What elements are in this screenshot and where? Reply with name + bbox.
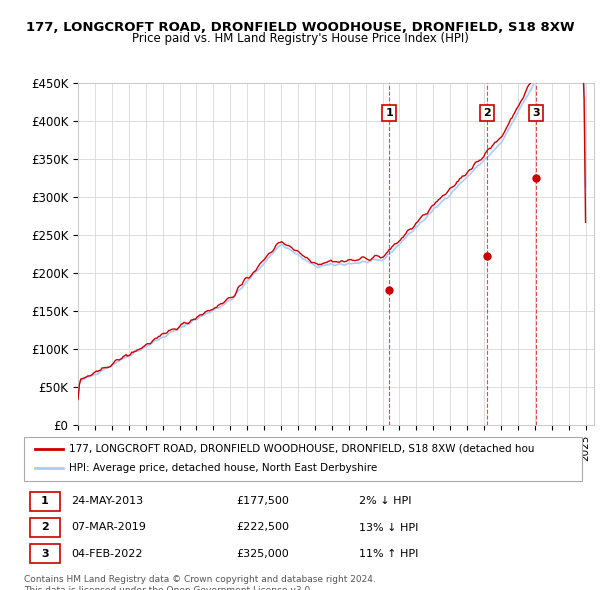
FancyBboxPatch shape — [29, 518, 60, 537]
Text: 04-FEB-2022: 04-FEB-2022 — [71, 549, 143, 559]
Text: 13% ↓ HPI: 13% ↓ HPI — [359, 523, 418, 533]
Text: Price paid vs. HM Land Registry's House Price Index (HPI): Price paid vs. HM Land Registry's House … — [131, 32, 469, 45]
FancyBboxPatch shape — [24, 437, 582, 481]
FancyBboxPatch shape — [29, 491, 60, 511]
Text: £177,500: £177,500 — [236, 496, 289, 506]
FancyBboxPatch shape — [29, 544, 60, 563]
Text: 2% ↓ HPI: 2% ↓ HPI — [359, 496, 412, 506]
Text: 07-MAR-2019: 07-MAR-2019 — [71, 523, 146, 533]
Text: HPI: Average price, detached house, North East Derbyshire: HPI: Average price, detached house, Nort… — [68, 464, 377, 473]
Text: £325,000: £325,000 — [236, 549, 289, 559]
Text: 24-MAY-2013: 24-MAY-2013 — [71, 496, 143, 506]
Text: 3: 3 — [532, 108, 540, 118]
Text: £222,500: £222,500 — [236, 523, 289, 533]
Text: 177, LONGCROFT ROAD, DRONFIELD WOODHOUSE, DRONFIELD, S18 8XW: 177, LONGCROFT ROAD, DRONFIELD WOODHOUSE… — [26, 21, 574, 34]
Text: 1: 1 — [41, 496, 49, 506]
Text: 1: 1 — [385, 108, 393, 118]
Text: 2: 2 — [483, 108, 491, 118]
Text: 177, LONGCROFT ROAD, DRONFIELD WOODHOUSE, DRONFIELD, S18 8XW (detached hou: 177, LONGCROFT ROAD, DRONFIELD WOODHOUSE… — [68, 444, 534, 454]
Text: 3: 3 — [41, 549, 49, 559]
Text: Contains HM Land Registry data © Crown copyright and database right 2024.
This d: Contains HM Land Registry data © Crown c… — [24, 575, 376, 590]
Text: 11% ↑ HPI: 11% ↑ HPI — [359, 549, 418, 559]
Text: 2: 2 — [41, 523, 49, 533]
